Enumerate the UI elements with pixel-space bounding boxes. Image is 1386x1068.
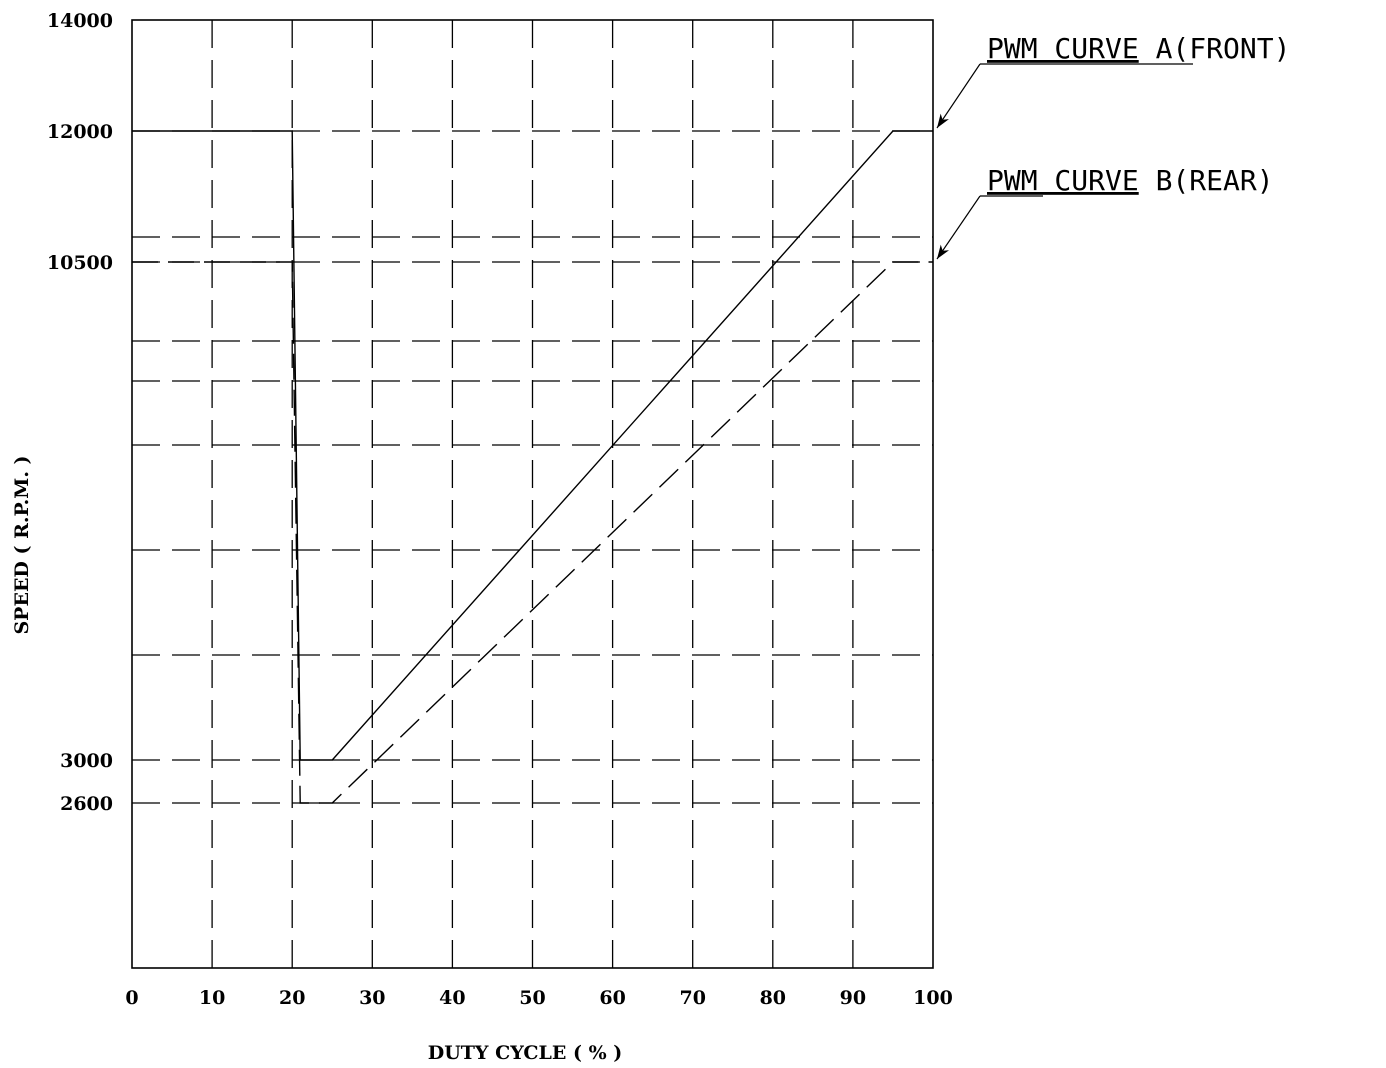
- y-axis-title: SPEED ( R.P.M. ): [11, 455, 33, 634]
- x-tick-label: 60: [599, 987, 625, 1009]
- plot-frame: [131, 19, 934, 969]
- legend-leader-line: [936, 195, 981, 260]
- leader-arrowhead-icon: [937, 113, 949, 128]
- legend-label-prefix: PWM CURVE: [987, 32, 1139, 65]
- y-tick-labels: 14000 12000 10500 3000 2600: [47, 10, 113, 815]
- legend-leader-line: [936, 63, 981, 129]
- series-line-a: [132, 130, 933, 761]
- legend-label-suffix: A(FRONT): [1139, 32, 1291, 65]
- legend-entry-a: PWM CURVE A(FRONT): [936, 32, 1290, 129]
- y-tick-label: 10500: [47, 252, 113, 274]
- grid-lines: [132, 20, 933, 968]
- legend: PWM CURVE A(FRONT)PWM CURVE B(REAR): [936, 32, 1290, 260]
- y-tick-label: 3000: [60, 750, 113, 772]
- legend-label-suffix: B(REAR): [1139, 164, 1274, 197]
- x-tick-label: 20: [279, 987, 305, 1009]
- legend-entry-b: PWM CURVE B(REAR): [936, 164, 1274, 260]
- x-tick-label: 0: [125, 987, 138, 1009]
- x-tick-label: 40: [439, 987, 465, 1009]
- x-tick-label: 90: [840, 987, 866, 1009]
- y-tick-label: 2600: [60, 793, 113, 815]
- series-line-b: [132, 261, 933, 804]
- x-axis-title: DUTY CYCLE ( % ): [428, 1042, 623, 1064]
- y-tick-label: 12000: [47, 121, 113, 143]
- x-tick-labels: 0 10 20 30 40 50 60 70 80 90 100: [125, 987, 952, 1009]
- legend-label: PWM CURVE B(REAR): [987, 164, 1274, 197]
- x-tick-label: 30: [359, 987, 385, 1009]
- legend-label-prefix: PWM CURVE: [987, 164, 1139, 197]
- leader-arrowhead-icon: [937, 244, 950, 259]
- x-tick-label: 100: [913, 987, 953, 1009]
- x-tick-label: 50: [519, 987, 545, 1009]
- x-tick-label: 80: [760, 987, 786, 1009]
- y-tick-label: 14000: [47, 10, 113, 32]
- x-tick-label: 10: [199, 987, 225, 1009]
- series-lines: [132, 130, 933, 804]
- legend-label: PWM CURVE A(FRONT): [987, 32, 1290, 65]
- x-tick-label: 70: [679, 987, 705, 1009]
